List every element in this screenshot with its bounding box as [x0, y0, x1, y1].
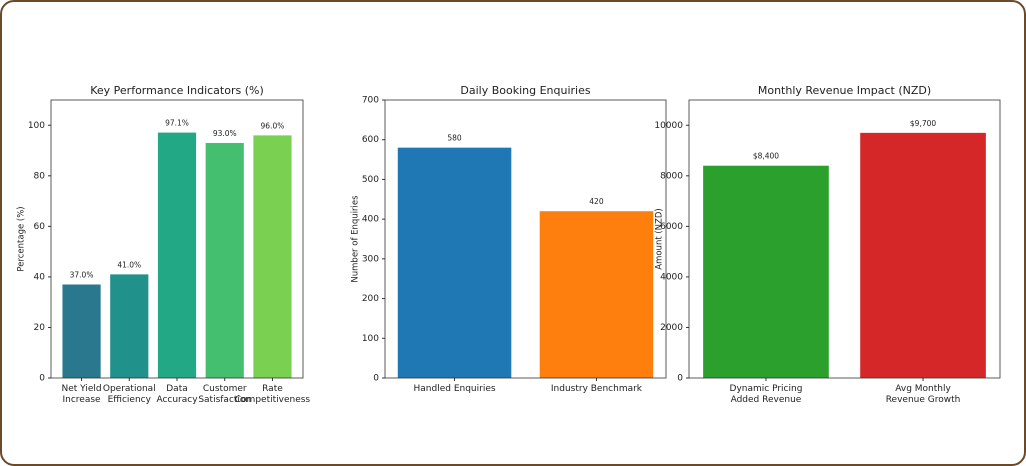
y-axis-label: Number of Enquiries — [351, 195, 361, 283]
x-tick-label-line: Customer — [203, 384, 247, 394]
x-tick-label: Net Yield Increase — [61, 384, 101, 405]
x-tick-label-line: Data — [166, 384, 188, 394]
x-tick-label-line: Added Revenue — [731, 395, 802, 405]
x-tick-label: Industry Benchmark — [551, 384, 643, 394]
y-tick-label: 700 — [362, 96, 379, 106]
chart-title: Key Performance Indicators (%) — [90, 84, 264, 97]
x-tick-label-line: Operational — [103, 384, 156, 394]
value-label: 580 — [447, 134, 462, 143]
x-tick-label-line: Net Yield — [61, 384, 101, 394]
y-tick-label: 8000 — [660, 171, 683, 181]
y-tick-label: 6000 — [660, 222, 683, 232]
y-tick-label: 40 — [34, 272, 46, 282]
bar — [539, 211, 654, 378]
value-label: 93.0% — [213, 129, 237, 138]
x-tick-label-line: Accuracy — [156, 395, 198, 405]
x-tick-label-line: Efficiency — [108, 395, 152, 405]
y-tick-label: 500 — [362, 175, 379, 185]
y-tick-label: 0 — [39, 374, 45, 384]
x-tick-label: Rate Competitiveness — [235, 384, 311, 405]
axes-frame — [384, 99, 667, 379]
chart-title: Daily Booking Enquiries — [460, 84, 590, 97]
y-tick-label: 20 — [34, 323, 46, 333]
bar — [703, 165, 829, 378]
bar — [110, 274, 149, 378]
y-tick-label: 100 — [362, 334, 379, 344]
y-axis-label: Amount (NZD) — [655, 208, 665, 269]
chart-title: Monthly Revenue Impact (NZD) — [758, 84, 931, 97]
y-tick-label: 300 — [362, 254, 379, 264]
y-tick-label: 100 — [28, 121, 45, 131]
y-tick-label: 0 — [677, 374, 683, 384]
bar — [157, 132, 197, 378]
x-tick-label: Handled Enquiries — [414, 384, 496, 394]
value-label: 420 — [589, 197, 604, 206]
value-label: 41.0% — [117, 260, 141, 269]
x-tick-label: Operational Efficiency — [103, 384, 156, 405]
y-tick-label: 2000 — [660, 323, 683, 333]
axes-frame — [50, 99, 304, 379]
x-tick-label-line: Revenue Growth — [886, 395, 961, 405]
y-axis-label: Percentage (%) — [17, 206, 27, 271]
x-tick-label: Data Accuracy — [156, 384, 198, 405]
x-tick-label-line: Competitiveness — [235, 395, 311, 405]
x-tick-label-line: Avg Monthly — [895, 384, 951, 394]
x-tick-label-line: Rate — [262, 384, 283, 394]
value-label: 97.1% — [165, 119, 189, 128]
x-tick-label-line: Satisfaction — [198, 395, 251, 405]
y-tick-label: 600 — [362, 135, 379, 145]
y-tick-label: 200 — [362, 294, 379, 304]
bar — [253, 135, 292, 378]
value-label: $8,400 — [753, 152, 779, 161]
x-tick-label-line: Increase — [62, 395, 101, 405]
x-tick-label: Customer Satisfaction — [198, 384, 251, 405]
value-label: 96.0% — [261, 121, 285, 130]
bar — [205, 142, 244, 378]
axes-frame — [688, 99, 1001, 379]
bar — [62, 284, 101, 378]
x-tick-label-line: Handled Enquiries — [414, 384, 496, 394]
value-label: 37.0% — [70, 270, 94, 279]
y-tick-label: 60 — [34, 222, 46, 232]
bar — [397, 147, 512, 378]
y-tick-label: 10000 — [654, 121, 683, 131]
x-tick-label: Avg Monthly Revenue Growth — [886, 384, 961, 405]
y-tick-label: 0 — [373, 374, 379, 384]
y-tick-label: 80 — [34, 171, 46, 181]
x-tick-label: Dynamic Pricing Added Revenue — [730, 384, 803, 405]
y-tick-label: 4000 — [660, 272, 683, 282]
y-tick-label: 400 — [362, 215, 379, 225]
x-tick-label-line: Industry Benchmark — [551, 384, 643, 394]
value-label: $9,700 — [910, 119, 936, 128]
x-tick-label-line: Dynamic Pricing — [730, 384, 803, 394]
bar — [860, 132, 986, 378]
